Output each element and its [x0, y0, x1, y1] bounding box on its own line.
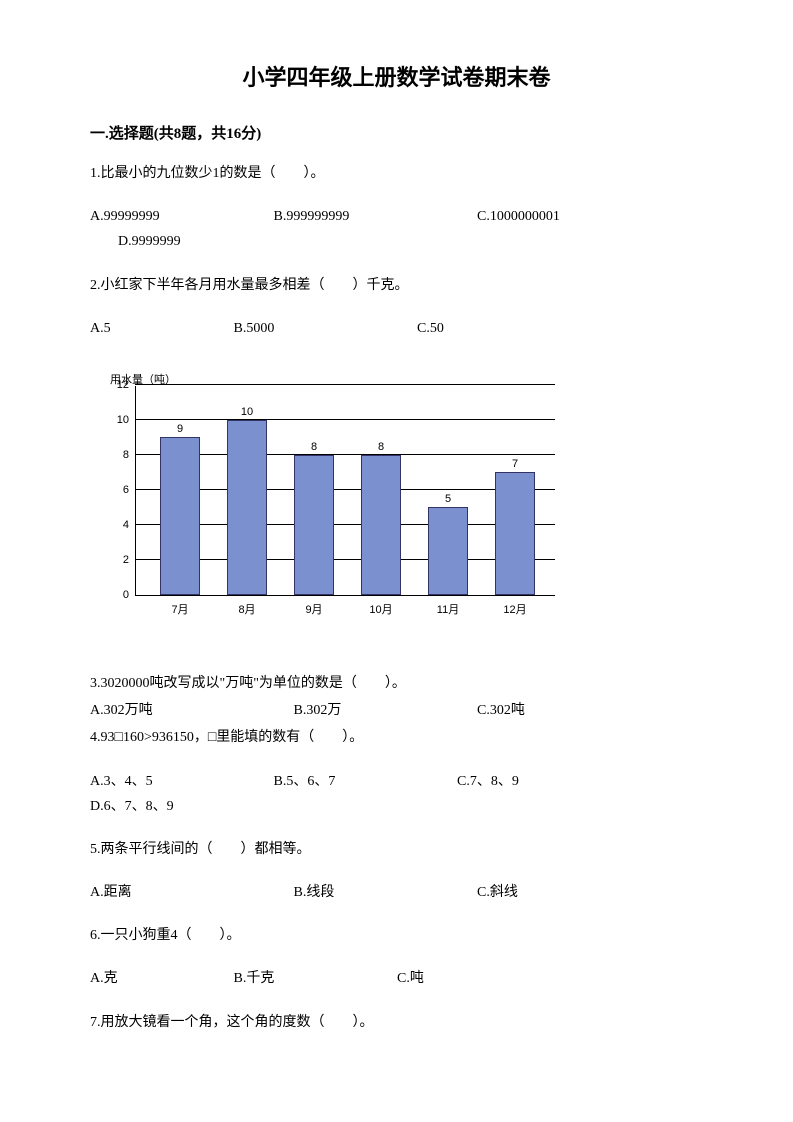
xtick-label: 7月	[160, 601, 200, 617]
chart-plot-area: 02468101297月108月89月810月511月712月	[135, 386, 555, 596]
bar	[227, 420, 267, 595]
q1-option-b: B.999999999	[274, 204, 474, 229]
question-3-text: 3.3020000吨改写成以"万吨"为单位的数是（ ）。	[90, 671, 703, 696]
page-title: 小学四年级上册数学试卷期末卷	[90, 60, 703, 92]
q3-option-a: A.302万吨	[90, 698, 290, 723]
q3-option-b: B.302万	[294, 698, 474, 723]
bar-value-label: 8	[361, 441, 401, 453]
question-4-text: 4.93□160>936150，□里能填的数有（ ）。	[90, 725, 703, 750]
bar	[428, 507, 468, 595]
water-usage-chart: 用水量（吨） 02468101297月108月89月810月511月712月	[90, 371, 570, 641]
xtick-label: 8月	[227, 601, 267, 617]
q2-option-a: A.5	[90, 316, 230, 341]
question-3-options: A.302万吨 B.302万 C.302吨	[90, 698, 703, 723]
bar	[495, 472, 535, 595]
q6-option-c: C.吨	[397, 966, 424, 991]
bar-value-label: 9	[160, 423, 200, 435]
q1-option-d: D.9999999	[118, 229, 703, 254]
bar-value-label: 10	[227, 406, 267, 418]
q4-option-d: D.6、7、8、9	[90, 794, 174, 819]
question-1-text: 1.比最小的九位数少1的数是（ ）。	[90, 161, 703, 186]
q5-option-a: A.距离	[90, 880, 290, 905]
q1-option-c: C.1000000001	[477, 204, 560, 229]
ytick-label: 6	[123, 484, 129, 496]
ytick-label: 2	[123, 554, 129, 566]
ytick-label: 12	[117, 379, 129, 391]
question-6-text: 6.一只小狗重4（ ）。	[90, 923, 703, 948]
bar-value-label: 8	[294, 441, 334, 453]
q6-option-a: A.克	[90, 966, 230, 991]
question-2-options: A.5 B.5000 C.50	[90, 316, 703, 341]
gridline	[135, 384, 555, 385]
bar	[294, 455, 334, 595]
xtick-label: 12月	[495, 601, 535, 617]
question-6-options: A.克 B.千克 C.吨	[90, 966, 703, 991]
bar	[160, 437, 200, 595]
ytick-label: 4	[123, 519, 129, 531]
xtick-label: 10月	[361, 601, 401, 617]
q4-option-c: C.7、8、9	[457, 769, 627, 794]
question-4-options: A.3、4、5 B.5、6、7 C.7、8、9 D.6、7、8、9	[90, 769, 703, 819]
q2-option-c: C.50	[417, 316, 444, 341]
question-1-options: A.99999999 B.999999999 C.1000000001 D.99…	[90, 204, 703, 254]
ytick-label: 10	[117, 414, 129, 426]
question-5-text: 5.两条平行线间的（ ）都相等。	[90, 837, 703, 862]
q4-option-b: B.5、6、7	[274, 769, 454, 794]
question-7-text: 7.用放大镜看一个角，这个角的度数（ ）。	[90, 1010, 703, 1035]
q5-option-c: C.斜线	[477, 880, 518, 905]
q2-option-b: B.5000	[234, 316, 414, 341]
bar-value-label: 7	[495, 458, 535, 470]
q1-option-a: A.99999999	[90, 204, 270, 229]
section-header: 一.选择题(共8题，共16分)	[90, 122, 703, 143]
ytick-label: 8	[123, 449, 129, 461]
xtick-label: 9月	[294, 601, 334, 617]
q4-option-a: A.3、4、5	[90, 769, 270, 794]
bar	[361, 455, 401, 595]
bar-value-label: 5	[428, 493, 468, 505]
chart-y-axis	[135, 386, 136, 595]
xtick-label: 11月	[428, 601, 468, 617]
ytick-label: 0	[123, 589, 129, 601]
gridline	[135, 419, 555, 420]
q3-option-c: C.302吨	[477, 698, 525, 723]
question-2-text: 2.小红家下半年各月用水量最多相差（ ）千克。	[90, 273, 703, 298]
q6-option-b: B.千克	[234, 966, 394, 991]
question-5-options: A.距离 B.线段 C.斜线	[90, 880, 703, 905]
q5-option-b: B.线段	[294, 880, 474, 905]
